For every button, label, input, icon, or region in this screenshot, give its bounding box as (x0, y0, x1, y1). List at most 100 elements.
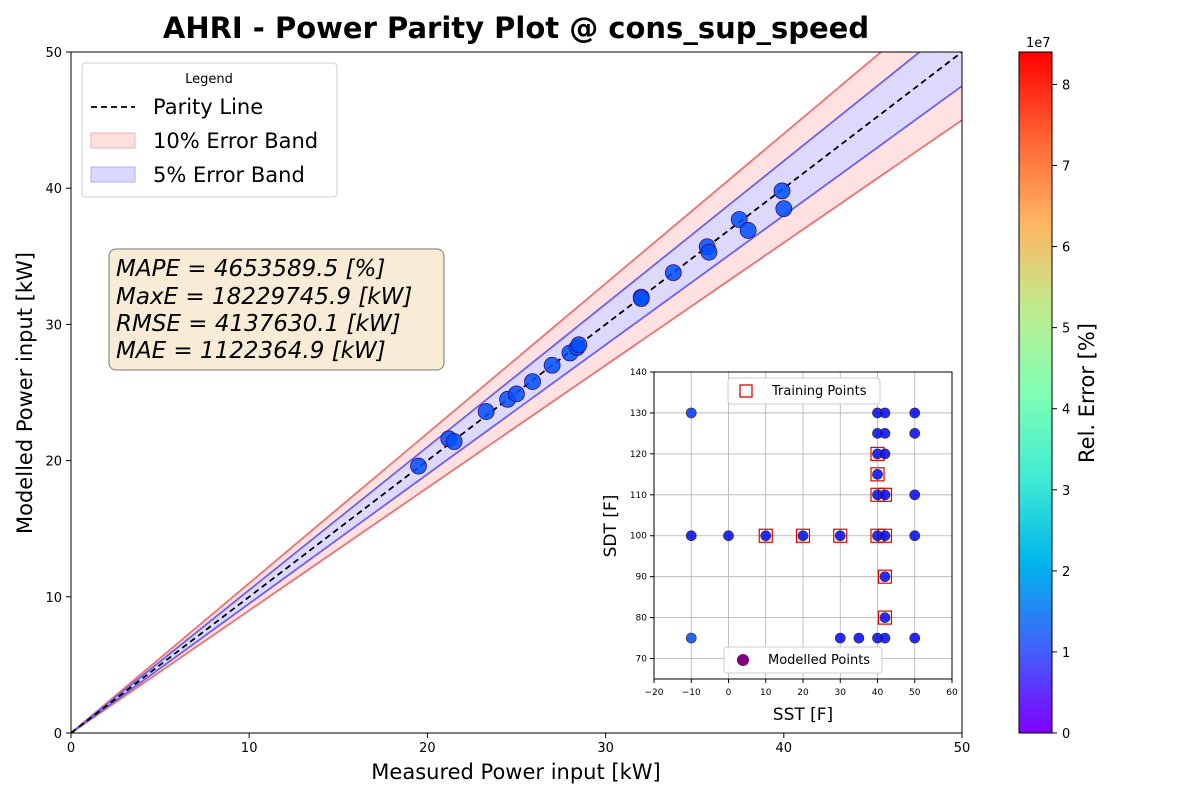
inset-y-tick-label: 120 (630, 450, 647, 460)
inset-x-tick-label: 10 (760, 688, 772, 698)
training-point (833, 528, 848, 543)
data-point (570, 336, 588, 354)
data-point (664, 264, 682, 282)
legend-5pct-swatch (90, 166, 136, 183)
colorbar-ticks: 0 1 2 3 4 5 6 7 8 (1052, 78, 1070, 742)
inset-y-tick-label: 80 (636, 614, 648, 624)
x-tick-label: 50 (954, 741, 971, 756)
main-y-ticks: 0 10 20 30 40 50 (45, 46, 71, 742)
colorbar-tick-label: 4 (1062, 403, 1070, 418)
modelled-point (834, 530, 846, 542)
inset-legend-training: Training Points (727, 377, 881, 405)
data-point (775, 200, 793, 218)
y-tick-label: 40 (45, 182, 62, 197)
modelled-point (909, 530, 921, 542)
data-point (773, 182, 791, 200)
colorbar-gradient (1018, 51, 1053, 734)
legend-10pct-swatch (90, 132, 136, 149)
modelled-point (685, 632, 697, 644)
inset-modelled-points (685, 407, 921, 644)
inset-x-tick-label: 50 (909, 688, 921, 698)
inset-x-tick-label: −20 (645, 688, 664, 698)
inset-x-tick-label: 20 (797, 688, 809, 698)
modelled-point (909, 407, 921, 419)
colorbar-tick-label: 5 (1062, 322, 1070, 337)
data-point (700, 243, 718, 261)
band-5pct-lower-edge (71, 85, 962, 733)
colorbar-tick-label: 1 (1062, 646, 1070, 661)
inset-legend-modelled-label: Modelled Points (768, 653, 870, 668)
band-10pct-lower-edge (71, 119, 962, 733)
inset-legend-training-label: Training Points (771, 384, 867, 399)
inset-y-axis-label: SDT [F] (601, 495, 621, 558)
colorbar-tick-label: 7 (1062, 160, 1070, 175)
inset-y-tick-label: 90 (636, 573, 648, 583)
band-10pct-upper-edge (71, 52, 883, 733)
main-plot: 0 10 20 30 40 50 0 10 20 30 40 50 (45, 46, 970, 756)
modelled-dot-icon (737, 654, 749, 666)
main-points (410, 182, 793, 475)
data-point (543, 356, 561, 374)
data-point (730, 211, 748, 228)
modelled-point (834, 632, 846, 644)
inset-x-tick-label: −10 (682, 688, 701, 698)
inset-y-tick-label: 110 (630, 491, 647, 501)
training-point (877, 569, 893, 584)
main-x-ticks: 0 10 20 30 40 50 (67, 733, 970, 756)
modelled-point (760, 530, 772, 542)
legend-10pct-label: 10% Error Band (153, 129, 318, 153)
legend-title: Legend (185, 72, 233, 87)
main-y-axis-label: Modelled Power input [kW] (13, 252, 37, 534)
x-tick-label: 10 (241, 741, 258, 756)
metrics-box-bg (108, 248, 445, 371)
inset-legend-modelled: Modelled Points (723, 646, 883, 674)
metrics-box: MAPE = 4653589.5 [%] MaxE = 18229745.9 [… (108, 248, 445, 371)
x-tick-label: 30 (597, 741, 614, 756)
y-tick-label: 50 (45, 46, 62, 61)
x-tick-label: 20 (419, 741, 436, 756)
inset-legend-training-box (727, 377, 881, 405)
modelled-point (879, 489, 891, 501)
inset-x-tick-label: 30 (835, 688, 847, 698)
modelled-point (909, 489, 921, 501)
colorbar-tick-label: 8 (1062, 78, 1070, 93)
modelled-point (879, 448, 891, 460)
data-point (524, 373, 541, 391)
colorbar-tick-label: 0 (1062, 727, 1070, 742)
modelled-point (879, 428, 891, 439)
inset-y-tick-label: 130 (630, 409, 647, 419)
x-tick-label: 40 (776, 741, 793, 756)
inset-x-tick-label: 40 (872, 688, 884, 698)
data-point (508, 385, 525, 403)
main-x-axis-label: Measured Power input [kW] (371, 760, 660, 784)
data-point (410, 457, 427, 475)
inset-y-ticks: 70 80 90 100 110 120 130 140 (630, 368, 654, 665)
modelled-point (872, 468, 883, 480)
data-point (632, 290, 650, 307)
legend-5pct-label: 5% Error Band (153, 163, 305, 187)
colorbar: 0 1 2 3 4 5 6 7 8 1e7 Rel. Error [%] (1018, 36, 1099, 742)
metric-rmse: RMSE = 4137630.1 [kW] (116, 311, 401, 337)
inset-y-tick-label: 100 (630, 532, 647, 542)
inset-plot: −20 −10 0 10 20 30 40 50 60 70 80 90 100 110 120 130 14… (630, 368, 958, 698)
main-plot-frame (70, 51, 963, 734)
modelled-point (685, 530, 697, 542)
colorbar-exponent: 1e7 (1026, 36, 1051, 51)
y-tick-label: 0 (54, 727, 62, 742)
inset-x-tick-label: 0 (726, 688, 732, 698)
main-legend: Legend Parity Line 10% Error Band 5% Err… (81, 62, 338, 198)
colorbar-tick-label: 2 (1062, 565, 1070, 580)
band-5pct-upper-edge (71, 52, 922, 733)
training-point (795, 528, 811, 543)
legend-parity-label: Parity Line (153, 95, 263, 119)
modelled-point (853, 632, 865, 644)
modelled-point (723, 530, 734, 542)
metric-maxe: MaxE = 18229745.9 [kW] (116, 284, 412, 310)
inset-y-tick-label: 70 (636, 655, 648, 665)
legend-box (81, 62, 338, 198)
y-tick-label: 30 (45, 318, 62, 333)
y-tick-label: 20 (45, 455, 62, 470)
training-point (877, 610, 893, 625)
modelled-point (879, 632, 891, 644)
